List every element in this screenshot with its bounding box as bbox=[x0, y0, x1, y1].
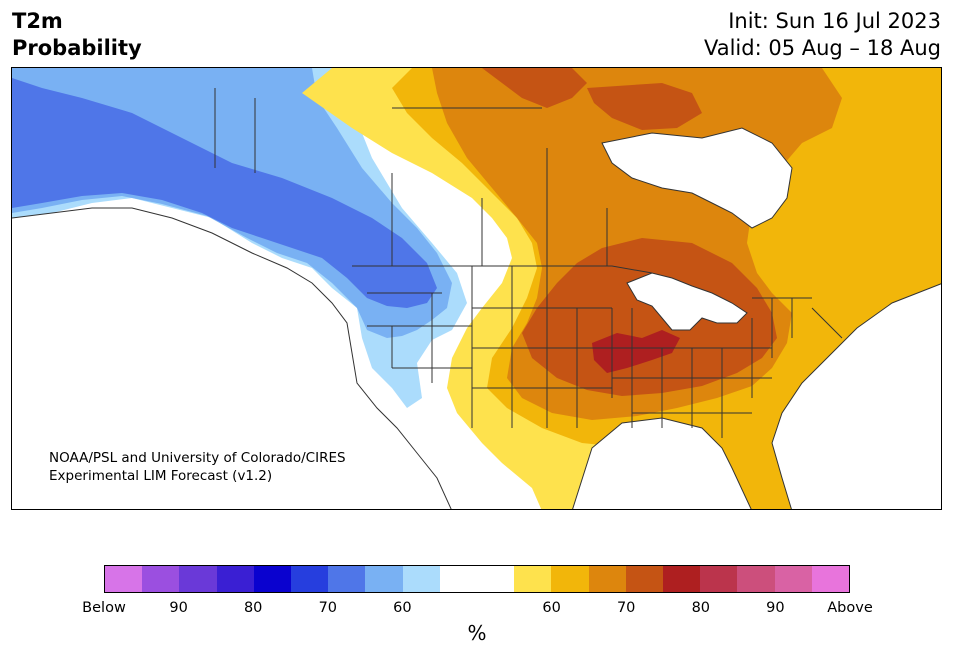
colorbar-tick-label: Below bbox=[82, 600, 126, 616]
init-date: Init: Sun 16 Jul 2023 bbox=[728, 9, 941, 33]
colorbar-segment bbox=[365, 566, 403, 592]
atlantic-ocean bbox=[772, 283, 941, 509]
region-red-max bbox=[592, 330, 680, 373]
colorbar-segment bbox=[142, 566, 180, 592]
colorbar-segment bbox=[439, 566, 478, 592]
colorbar-segment bbox=[663, 566, 701, 592]
colorbar-tick-label: 90 bbox=[169, 600, 188, 616]
gulf-coastline bbox=[572, 417, 752, 509]
colorbar-segment bbox=[700, 566, 738, 592]
us-states-northeast bbox=[752, 297, 843, 358]
us-canada-border bbox=[352, 265, 653, 274]
coastline bbox=[12, 207, 452, 509]
hudson-bay-outline bbox=[601, 127, 793, 229]
colorbar-segment bbox=[216, 566, 254, 592]
colorbar-segment bbox=[774, 566, 812, 592]
colorbar-segment bbox=[291, 566, 329, 592]
colorbar-tick-label: 80 bbox=[691, 600, 711, 616]
colorbar-tick-label: 70 bbox=[318, 600, 338, 616]
title-line-2: Probability bbox=[12, 36, 142, 60]
colorbar-segment bbox=[588, 566, 626, 592]
colorbar-tick-label: 60 bbox=[542, 600, 561, 616]
credit-line-2: Experimental LIM Forecast (v1.2) bbox=[49, 468, 273, 484]
colorbar-segment bbox=[402, 566, 440, 592]
pacific-ocean bbox=[12, 208, 452, 509]
colorbar-segment bbox=[625, 566, 664, 592]
colorbar-segment bbox=[179, 566, 217, 592]
us-states-east bbox=[612, 308, 772, 438]
region-blue-80 bbox=[12, 78, 437, 308]
east-coastline bbox=[771, 283, 941, 509]
probability-map bbox=[11, 67, 942, 510]
title-line-1: T2m bbox=[12, 9, 63, 33]
colorbar-segment bbox=[253, 566, 292, 592]
great-lakes-outline bbox=[626, 272, 748, 331]
colorbar-segment bbox=[737, 566, 775, 592]
great-lakes bbox=[627, 273, 747, 330]
us-states-west bbox=[367, 292, 473, 383]
probability-colorbar bbox=[104, 565, 850, 593]
hudson-bay bbox=[602, 128, 792, 228]
canada-provinces bbox=[254, 98, 608, 266]
colorbar-tick-label: 80 bbox=[243, 600, 263, 616]
colorbar-tick-label: 60 bbox=[393, 600, 412, 616]
forecast-dates: Init: Sun 16 Jul 2023 Valid: 05 Aug – 18… bbox=[704, 8, 941, 62]
valid-range: Valid: 05 Aug – 18 Aug bbox=[703, 36, 941, 60]
colorbar-tick-label: Above bbox=[827, 600, 873, 616]
colorbar-segment bbox=[551, 566, 589, 592]
credit-line-1: NOAA/PSL and University of Colorado/CIRE… bbox=[49, 450, 346, 466]
colorbar-tick-label: 90 bbox=[766, 600, 785, 616]
colorbar-tick-label: 70 bbox=[616, 600, 636, 616]
colorbar-segment bbox=[514, 566, 552, 592]
us-states-central bbox=[471, 266, 613, 428]
colorbar-segment bbox=[811, 566, 850, 592]
map-credit: NOAA/PSL and University of Colorado/CIRE… bbox=[49, 449, 346, 485]
colorbar-segment bbox=[105, 566, 143, 592]
gulf-of-mexico bbox=[572, 418, 752, 509]
political-boundaries bbox=[12, 88, 941, 509]
colorbar-segment bbox=[328, 566, 366, 592]
colorbar-unit-label: % bbox=[467, 621, 487, 645]
map-title: T2m Probability bbox=[12, 8, 142, 62]
map-svg bbox=[12, 68, 941, 509]
colorbar-segment bbox=[477, 566, 515, 592]
